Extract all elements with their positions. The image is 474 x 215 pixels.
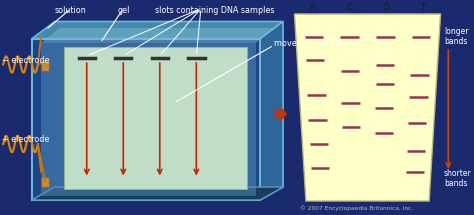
Polygon shape bbox=[32, 22, 283, 39]
Text: C: C bbox=[346, 3, 352, 12]
Text: slots containing DNA samples: slots containing DNA samples bbox=[155, 6, 274, 15]
Text: G: G bbox=[383, 3, 389, 12]
Polygon shape bbox=[294, 14, 440, 201]
Polygon shape bbox=[64, 47, 246, 189]
Text: © 2007 Encyclopaedia Britannica, Inc.: © 2007 Encyclopaedia Britannica, Inc. bbox=[300, 205, 413, 211]
Polygon shape bbox=[32, 39, 260, 200]
Polygon shape bbox=[41, 28, 274, 43]
Text: solution: solution bbox=[55, 6, 87, 15]
Text: movement of DNA: movement of DNA bbox=[274, 38, 348, 48]
Text: + electrode: + electrode bbox=[2, 135, 50, 144]
FancyBboxPatch shape bbox=[41, 177, 49, 187]
FancyBboxPatch shape bbox=[41, 61, 49, 71]
Text: − electrode: − electrode bbox=[2, 56, 50, 65]
Text: T: T bbox=[419, 3, 425, 12]
Polygon shape bbox=[32, 187, 283, 200]
Polygon shape bbox=[260, 22, 283, 200]
Text: A: A bbox=[310, 3, 316, 12]
Text: shorter
bands: shorter bands bbox=[444, 169, 472, 188]
Polygon shape bbox=[41, 43, 255, 196]
Text: gel: gel bbox=[117, 6, 129, 15]
Text: longer
bands: longer bands bbox=[444, 27, 468, 46]
